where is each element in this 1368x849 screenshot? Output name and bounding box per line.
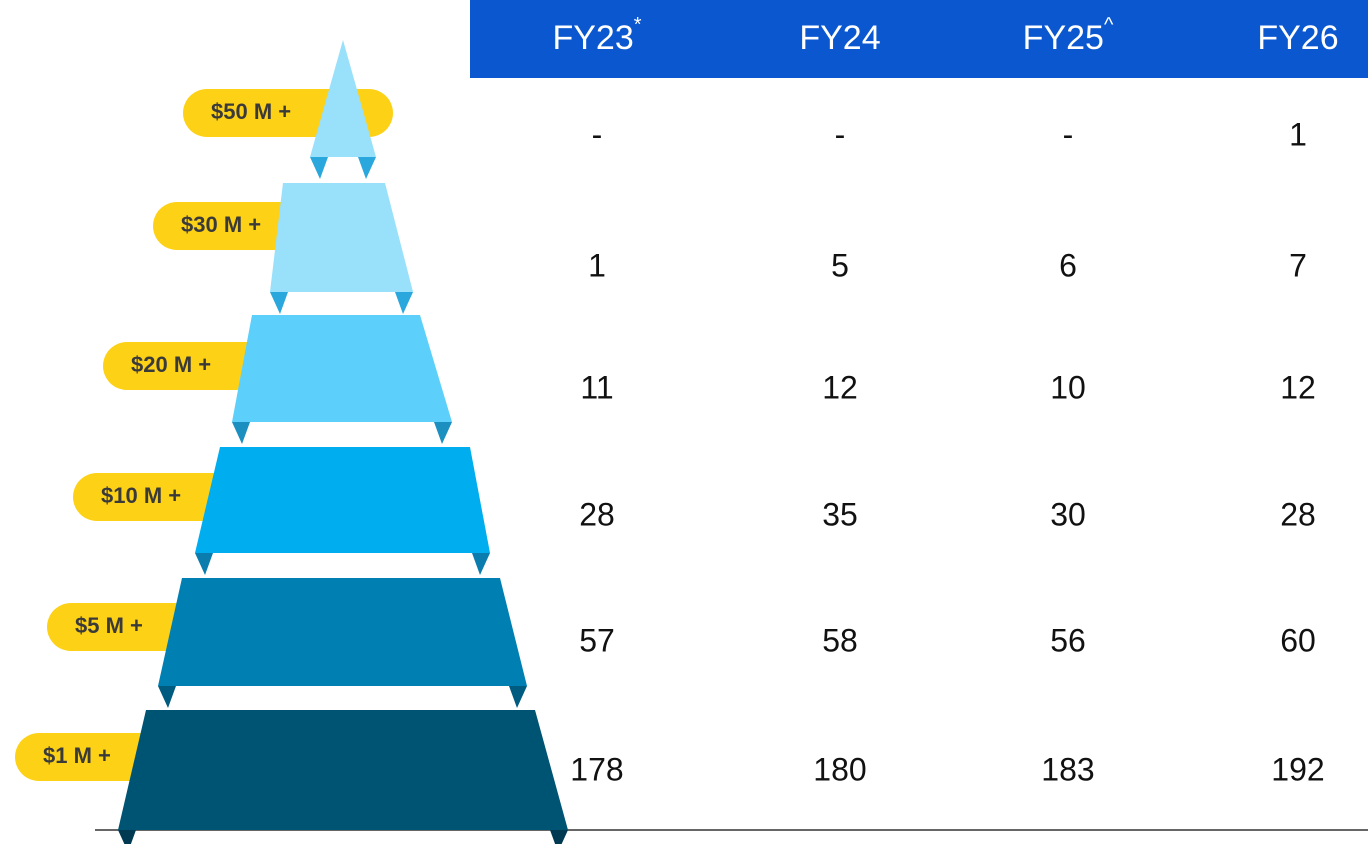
table-cell: 7 bbox=[1289, 247, 1307, 283]
tier-tab bbox=[158, 686, 176, 708]
table-cell: 6 bbox=[1059, 247, 1077, 283]
tier-tab bbox=[472, 553, 490, 575]
tier-shape bbox=[158, 578, 527, 686]
table-cell: 192 bbox=[1271, 751, 1324, 787]
tier-tab bbox=[550, 830, 568, 849]
tier-label: $1 M + bbox=[43, 743, 111, 768]
table-cell: - bbox=[1063, 116, 1074, 152]
table-cell: 57 bbox=[579, 622, 615, 658]
tier-label: $20 M + bbox=[131, 352, 211, 377]
column-header: FY23* bbox=[552, 14, 641, 57]
column-header: FY26 bbox=[1257, 19, 1338, 57]
tier-label: $30 M + bbox=[181, 212, 261, 237]
tier-shape bbox=[232, 315, 452, 422]
table-cell: 56 bbox=[1050, 622, 1086, 658]
table-cell: - bbox=[592, 116, 603, 152]
column-header-sup: * bbox=[634, 14, 642, 36]
table-cell: 1 bbox=[588, 247, 606, 283]
tier-tab bbox=[358, 157, 376, 179]
header-bar bbox=[470, 0, 1368, 78]
table-cell: 178 bbox=[570, 751, 623, 787]
column-header-sup: ^ bbox=[1104, 14, 1114, 36]
tier-tab bbox=[434, 422, 452, 444]
table-cell: 180 bbox=[813, 751, 866, 787]
column-header-text: FY25 bbox=[1023, 19, 1104, 57]
tier-tab bbox=[395, 292, 413, 314]
tier-tab bbox=[310, 157, 328, 179]
table-cell: 10 bbox=[1050, 369, 1086, 405]
tier-label: $10 M + bbox=[101, 483, 181, 508]
tier-shape bbox=[118, 710, 568, 830]
table-cell: 12 bbox=[1280, 369, 1316, 405]
table-cell: 60 bbox=[1280, 622, 1316, 658]
tier-tab bbox=[195, 553, 213, 575]
tier-shape bbox=[195, 447, 490, 553]
table-cell: - bbox=[835, 116, 846, 152]
tier-label: $50 M + bbox=[211, 99, 291, 124]
table-cell: 30 bbox=[1050, 496, 1086, 532]
table-cell: 183 bbox=[1041, 751, 1094, 787]
column-header-text: FY26 bbox=[1257, 19, 1338, 57]
column-header: FY24 bbox=[799, 19, 880, 57]
tier-shape bbox=[270, 183, 413, 292]
table-cell: 58 bbox=[822, 622, 858, 658]
tier-tab bbox=[270, 292, 288, 314]
tier-tab bbox=[509, 686, 527, 708]
tier-tab bbox=[118, 830, 136, 849]
table-cell: 28 bbox=[579, 496, 615, 532]
table-cell: 11 bbox=[580, 369, 613, 405]
table-cell: 28 bbox=[1280, 496, 1316, 532]
tier-shape bbox=[310, 40, 376, 157]
table-cell: 1 bbox=[1289, 116, 1307, 152]
tier-tab bbox=[232, 422, 250, 444]
column-header: FY25^ bbox=[1023, 14, 1114, 57]
column-header-text: FY23 bbox=[552, 19, 633, 57]
tier-label: $5 M + bbox=[75, 613, 143, 638]
table-cell: 12 bbox=[822, 369, 858, 405]
column-header-text: FY24 bbox=[799, 19, 880, 57]
table-cell: 35 bbox=[822, 496, 858, 532]
table-cell: 5 bbox=[831, 247, 849, 283]
